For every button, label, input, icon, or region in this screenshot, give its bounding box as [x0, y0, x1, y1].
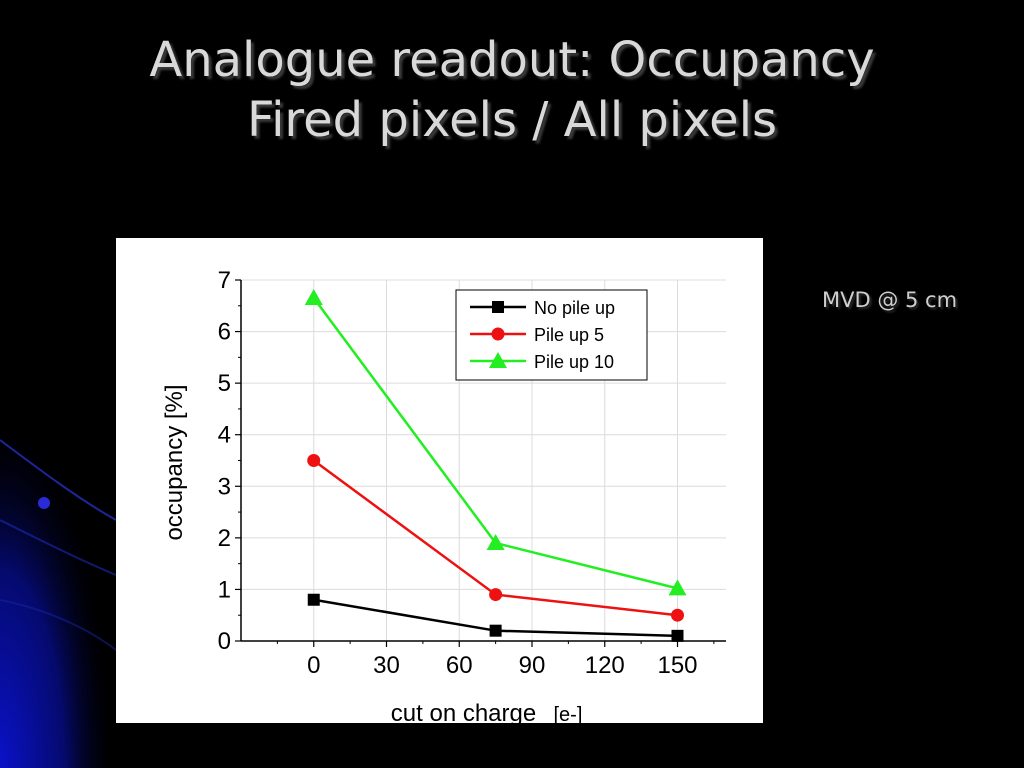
y-tick-label: 7: [218, 267, 231, 294]
data-point-2-0: [304, 289, 323, 306]
legend-marker-1: [491, 327, 505, 341]
data-point-1-2: [671, 608, 684, 622]
y-axis-label: occupancy [%]: [161, 384, 188, 540]
y-tick-label: 2: [218, 525, 231, 552]
legend-label-1: Pile up 5: [534, 325, 604, 345]
x-axis-unit-label: [e-]: [554, 704, 583, 723]
x-tick-label: 120: [585, 652, 625, 679]
data-point-1-1: [489, 588, 503, 602]
slide-title: Analogue readout: Occupancy Fired pixels…: [0, 30, 1024, 150]
legend-marker-2: [489, 352, 507, 368]
y-tick-label: 3: [218, 473, 231, 500]
x-tick-label: 0: [307, 652, 320, 679]
data-point-0-1: [489, 624, 502, 637]
side-note: MVD @ 5 cm: [822, 288, 958, 312]
chart-panel: 0 30 60 90 120 150 0 1 2 3 4 5 6 7 cut on charge [e-] oc…: [116, 238, 763, 723]
x-tick-label: 90: [519, 652, 546, 679]
y-tick-label: 6: [218, 319, 231, 346]
legend-label-0: No pile up: [534, 298, 615, 318]
decor-dot: [38, 497, 50, 509]
data-point-2-1: [486, 534, 505, 551]
occupancy-chart: 0 30 60 90 120 150 0 1 2 3 4 5 6 7 cut on charge [e-] oc…: [161, 267, 726, 723]
x-axis-label: cut on charge: [391, 700, 536, 723]
x-tick-label: 30: [373, 652, 400, 679]
data-point-1-0: [307, 454, 321, 467]
legend-label-2: Pile up 10: [534, 352, 614, 372]
x-tick-label: 60: [446, 652, 473, 679]
y-tick-label: 4: [218, 422, 231, 449]
slide-title-line1: Analogue readout: Occupancy: [149, 32, 875, 88]
y-tick-label: 5: [218, 370, 231, 397]
slide-title-line2: Fired pixels / All pixels: [246, 92, 778, 148]
data-point-0-0: [307, 593, 320, 606]
data-point-0-2: [671, 629, 684, 642]
data-point-2-2: [668, 579, 687, 596]
y-tick-label: 1: [218, 576, 231, 603]
y-tick-label: 0: [218, 628, 231, 655]
legend-marker-0: [492, 301, 504, 313]
x-tick-label: 150: [657, 652, 697, 679]
